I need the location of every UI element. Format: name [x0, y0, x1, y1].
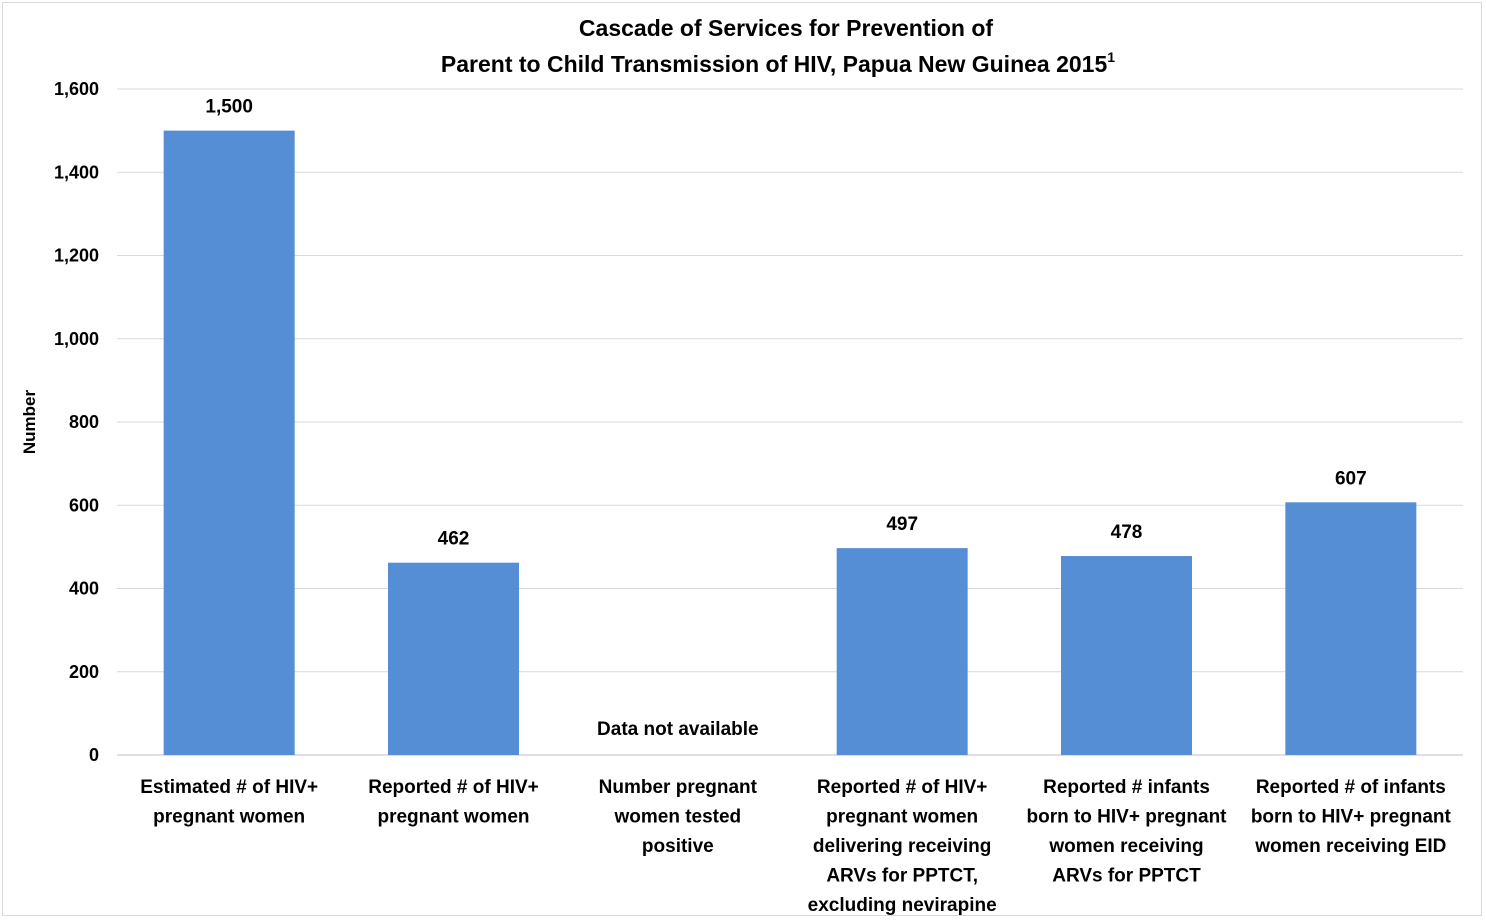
data-not-available-label: Data not available	[597, 719, 759, 740]
bar	[836, 548, 968, 755]
x-category-label: positive	[642, 836, 714, 857]
data-label: 478	[1111, 522, 1143, 543]
x-category-label: ARVs for PPTCT,	[826, 866, 978, 887]
x-category-label: ARVs for PPTCT	[1052, 866, 1201, 887]
x-category-label: delivering receiving	[813, 836, 991, 857]
y-tick-label: 400	[69, 579, 99, 599]
data-label: 462	[438, 529, 470, 550]
x-category-label: born to HIV+ pregnant	[1026, 807, 1227, 828]
x-category-label: women tested	[613, 807, 741, 828]
bar	[1061, 556, 1192, 755]
x-category-label: Estimated # of HIV+	[140, 777, 318, 798]
bar-chart: Cascade of Services for Prevention of Par…	[20, 15, 1463, 916]
chart-title-line-2: Parent to Child Transmission of HIV, Pap…	[441, 49, 1115, 77]
y-tick-label: 1,000	[54, 329, 99, 349]
x-category-label: Reported # of infants	[1256, 777, 1446, 798]
bar	[388, 562, 519, 755]
data-label: 497	[886, 514, 918, 535]
x-category-label: Reported # of HIV+	[817, 777, 988, 798]
x-category-label: women receiving	[1048, 836, 1203, 857]
x-category-label: Number pregnant	[599, 777, 758, 798]
x-category-label: Reported # of HIV+	[368, 777, 539, 798]
chart-title-superscript: 1	[1107, 49, 1115, 65]
y-tick-label: 200	[69, 662, 99, 682]
x-category-label: excluding nevirapine	[808, 895, 997, 916]
y-tick-label: 1,400	[54, 162, 99, 182]
y-tick-label: 1,600	[54, 79, 99, 99]
y-tick-label: 1,200	[54, 246, 99, 266]
bar	[1285, 502, 1417, 755]
chart-title-line-1: Cascade of Services for Prevention of	[579, 15, 993, 41]
x-category-label: pregnant women	[153, 807, 305, 828]
x-category-label: born to HIV+ pregnant	[1251, 807, 1452, 828]
data-label: 607	[1335, 468, 1367, 489]
y-tick-label: 600	[69, 495, 99, 515]
bar	[163, 130, 295, 755]
y-tick-label: 0	[89, 745, 99, 765]
data-label: 1,500	[205, 97, 253, 118]
y-tick-label: 800	[69, 412, 99, 432]
x-category-label: Reported # infants	[1043, 777, 1210, 798]
x-category-label: pregnant women	[377, 807, 529, 828]
x-category-label: women receiving EID	[1254, 836, 1446, 857]
x-category-label: pregnant women	[826, 807, 978, 828]
y-axis-title: Number	[20, 390, 39, 455]
